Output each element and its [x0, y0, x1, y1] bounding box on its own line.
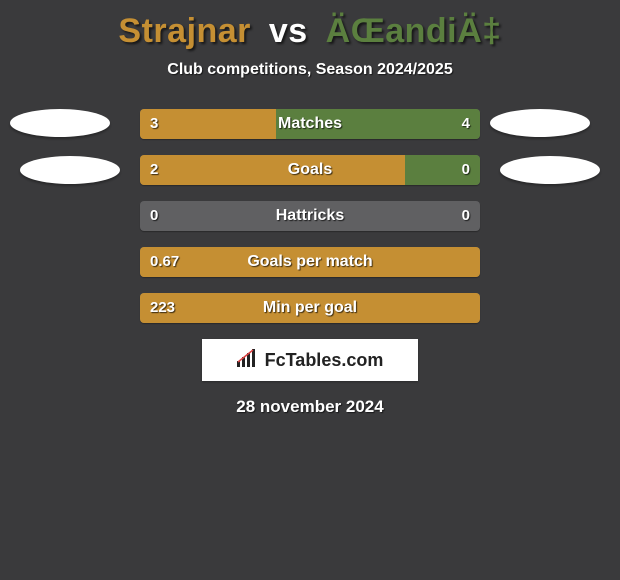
player-left-name: Strajnar [118, 12, 251, 50]
player-right-name: ÄŒandiÄ‡ [326, 12, 502, 50]
stat-value-left: 3 [150, 109, 158, 139]
stat-row: 0.67Goals per match [0, 247, 620, 277]
bar-track [140, 201, 480, 231]
bar-track [140, 293, 480, 323]
page-title: Strajnar vs ÄŒandiÄ‡ [0, 12, 620, 51]
bar-right [276, 109, 480, 139]
stat-value-left: 2 [150, 155, 158, 185]
stat-row: 00Hattricks [0, 201, 620, 231]
team-badge-left [20, 156, 120, 184]
team-badge-right [500, 156, 600, 184]
stat-row: 223Min per goal [0, 293, 620, 323]
team-badge-right [490, 109, 590, 137]
stat-value-right: 0 [462, 201, 470, 231]
comparison-card: Strajnar vs ÄŒandiÄ‡ Club competitions, … [0, 0, 620, 417]
logo-icon [237, 349, 259, 372]
stats-rows-container: 34Matches20Goals00Hattricks0.67Goals per… [0, 109, 620, 323]
bar-left [140, 155, 405, 185]
site-logo: FcTables.com [237, 349, 384, 372]
stat-value-right: 4 [462, 109, 470, 139]
stat-row: 20Goals [0, 155, 620, 185]
snapshot-date: 28 november 2024 [0, 397, 620, 417]
stat-value-left: 0.67 [150, 247, 179, 277]
stat-value-left: 0 [150, 201, 158, 231]
subtitle: Club competitions, Season 2024/2025 [0, 61, 620, 79]
bar-track [140, 155, 480, 185]
stat-value-right: 0 [462, 155, 470, 185]
bar-track [140, 247, 480, 277]
bar-left [140, 293, 480, 323]
bar-track [140, 109, 480, 139]
team-badge-left [10, 109, 110, 137]
bar-left [140, 109, 276, 139]
bar-left [140, 247, 480, 277]
stat-value-left: 223 [150, 293, 175, 323]
title-vs: vs [269, 12, 308, 50]
logo-box: FcTables.com [202, 339, 418, 381]
stat-row: 34Matches [0, 109, 620, 139]
logo-text: FcTables.com [265, 350, 384, 371]
